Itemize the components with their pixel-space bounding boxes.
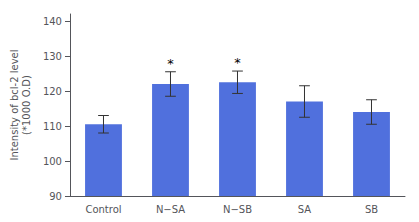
svg-text:SA: SA [298, 204, 312, 215]
svg-text:*: * [167, 56, 174, 71]
svg-text:120: 120 [43, 86, 62, 97]
svg-text:130: 130 [43, 51, 62, 62]
svg-text:N−SA: N−SA [156, 204, 185, 215]
svg-text:110: 110 [43, 121, 62, 132]
svg-text:SB: SB [365, 204, 378, 215]
svg-text:100: 100 [43, 156, 62, 167]
svg-text:*: * [234, 55, 241, 70]
svg-text:(*1000 O.D): (*1000 O.D) [21, 75, 32, 135]
svg-text:N−SB: N−SB [223, 204, 252, 215]
svg-text:90: 90 [49, 191, 62, 202]
svg-text:140: 140 [43, 16, 62, 27]
svg-text:Intensity of bcl-2 level: Intensity of bcl-2 level [9, 49, 20, 160]
svg-text:Control: Control [85, 204, 121, 215]
